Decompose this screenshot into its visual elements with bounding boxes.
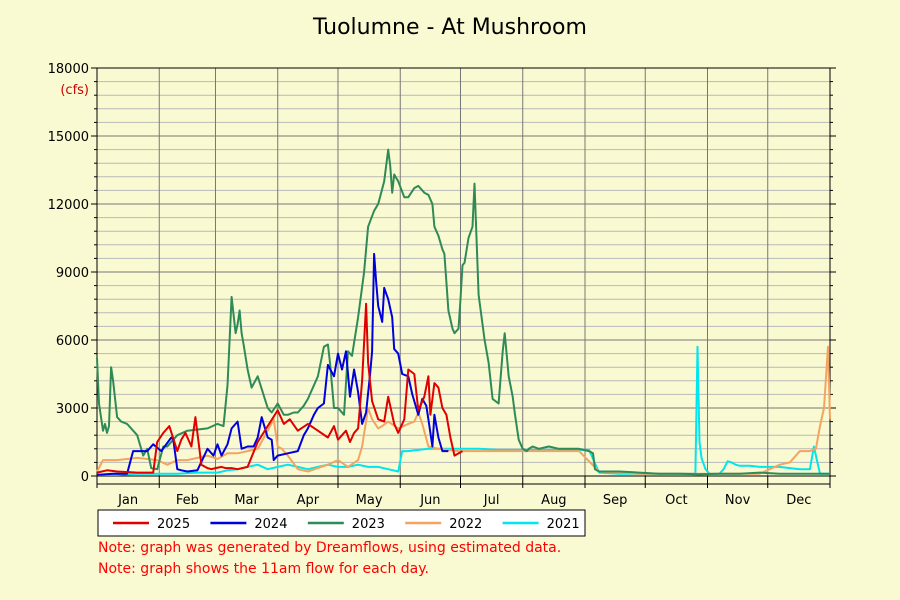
y-tick-label: 12000 — [48, 198, 89, 213]
x-tick-label: Dec — [786, 493, 811, 508]
x-tick-label: Nov — [725, 493, 751, 508]
y-tick-label: 6000 — [56, 334, 89, 349]
y-tick-label: 18000 — [48, 62, 89, 77]
series-line-2023 — [96, 148, 830, 476]
axes: Jan Feb Mar Apr May Jun Jul Aug Sep Oct Nov Dec 0 300… — [48, 62, 836, 508]
x-tick-label: May — [356, 493, 383, 508]
x-tick-label: Jul — [483, 493, 500, 508]
y-tick-label: 3000 — [56, 402, 89, 417]
y-tick-label: 0 — [81, 470, 89, 485]
series-line-2021 — [97, 345, 830, 476]
series-line-2022 — [96, 345, 831, 475]
legend-label: 2023 — [352, 517, 385, 532]
y-axis-unit: (cfs) — [60, 83, 89, 98]
legend-label: 2022 — [449, 517, 482, 532]
note-estimated-data: Note: graph was generated by Dreamflows,… — [98, 540, 562, 556]
note-11am-flow: Note: graph shows the 11am flow for each… — [98, 561, 429, 577]
x-tick-label: Jan — [117, 493, 138, 508]
x-tick-label: Sep — [603, 493, 628, 508]
legend: 2025 2024 2023 2022 2021 — [97, 509, 586, 537]
x-tick-label: Feb — [176, 493, 199, 508]
x-tick-label: Mar — [234, 493, 259, 508]
x-tick-label: Jun — [419, 493, 440, 508]
grid — [96, 67, 831, 477]
y-tick-label: 9000 — [56, 266, 89, 281]
legend-label: 2021 — [547, 517, 580, 532]
chart-title: Tuolumne - At Mushroom — [312, 15, 587, 40]
x-tick-label: Apr — [297, 493, 320, 508]
x-tick-label: Oct — [665, 493, 687, 508]
series-line-2025 — [96, 302, 463, 474]
y-tick-label: 15000 — [48, 130, 89, 145]
series-lines — [96, 148, 831, 476]
x-tick-label: Aug — [541, 493, 566, 508]
series-line-2024 — [96, 252, 449, 476]
legend-label: 2025 — [157, 517, 190, 532]
legend-label: 2024 — [254, 517, 287, 532]
